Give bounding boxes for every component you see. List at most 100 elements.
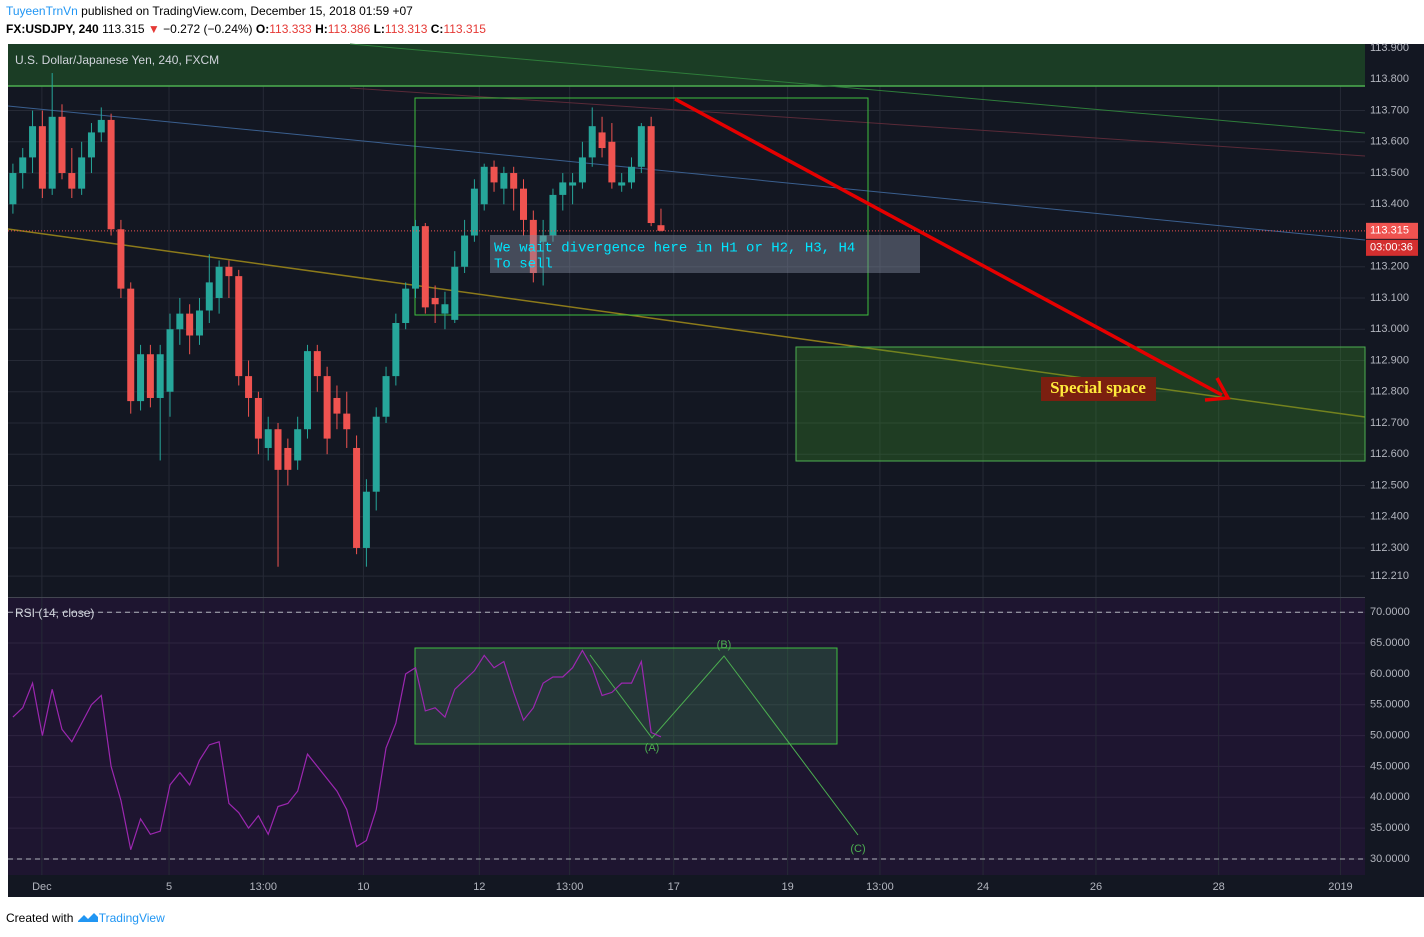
candle-body (382, 376, 390, 417)
candle-body (362, 491, 370, 548)
logo (77, 913, 98, 922)
candle-body (68, 173, 76, 189)
h: 113.386 (327, 22, 371, 36)
rsi-title: RSI (14, close) (15, 606, 94, 620)
note-text: We wait divergence here in H1 or H2, H3,… (494, 241, 855, 257)
y-tick-label: 113.200 (1370, 261, 1409, 273)
candle-body (402, 288, 410, 323)
trendline (349, 43, 1366, 134)
y-tick-label: 35.0000 (1370, 822, 1410, 834)
divergence-box (414, 97, 869, 316)
y-tick-label: 60.0000 (1370, 668, 1410, 680)
y-tick-label: 112.900 (1370, 354, 1409, 366)
change: −0.272 (−0.24%) (163, 22, 253, 36)
y-tick-label: 112.500 (1370, 479, 1409, 491)
x-tick-label: 5 (166, 881, 172, 893)
x-tick-label: 10 (357, 881, 369, 893)
candle-body (461, 235, 469, 267)
candle-body (353, 447, 361, 548)
candle-body (470, 188, 478, 236)
candle-body (166, 329, 174, 392)
y-tick-label: 113.800 (1370, 73, 1409, 85)
y-tick-label: 113.100 (1370, 292, 1409, 304)
candle-body (97, 119, 105, 133)
rsi-line (12, 649, 662, 850)
symbol: FX:USDJPY, 240 (6, 22, 99, 36)
candle-body (264, 429, 272, 448)
y-tick-label: 40.0000 (1370, 791, 1410, 803)
candle-body (303, 351, 311, 430)
y-tick-label: 70.0000 (1370, 606, 1410, 618)
countdown-box (1366, 239, 1418, 256)
x-tick-label: 24 (977, 881, 989, 893)
y-tick-label: 112.400 (1370, 511, 1409, 523)
brand[interactable]: TradingView (98, 911, 165, 925)
arrow-head (1204, 377, 1231, 402)
candle-body (520, 188, 528, 220)
candle-body (254, 397, 262, 439)
candle-body (539, 235, 547, 242)
candle-body (205, 282, 213, 311)
created: Created with (6, 911, 74, 925)
trendline (7, 105, 1366, 241)
y-tick-label: 113.600 (1370, 136, 1409, 148)
x-tick-label: Dec (32, 881, 52, 893)
candle-body (107, 119, 115, 230)
x-tick-label: 13:00 (866, 881, 894, 893)
candle-body (333, 397, 341, 414)
x-tick-label: 28 (1213, 881, 1225, 893)
o-label: O: (255, 22, 270, 36)
x-tick-label: 13:00 (556, 881, 584, 893)
candle-body (117, 229, 125, 289)
candle-body (549, 194, 557, 236)
candle-body (628, 166, 636, 183)
y-tick-label: 112.800 (1370, 386, 1409, 398)
y-tick-label: 112.300 (1370, 542, 1409, 554)
candle-body (529, 219, 537, 274)
special-zone (795, 346, 1366, 462)
candle-body (608, 141, 616, 183)
header-line-1: TuyeenTrnVn published on TradingView.com… (6, 4, 413, 18)
author[interactable]: TuyeenTrnVn (6, 4, 78, 18)
candle-body (431, 298, 439, 305)
candle-body (323, 376, 331, 439)
candle-body (441, 304, 449, 314)
last: 113.315 (102, 22, 145, 36)
candle-body (127, 288, 135, 402)
note-box (490, 235, 920, 273)
arrow: ▼ (147, 22, 160, 36)
top-zone (8, 44, 1365, 86)
published: published on TradingView.com, December 1… (81, 4, 413, 18)
c: 113.315 (443, 22, 486, 36)
arrow-line (674, 97, 1223, 397)
wave-lines (589, 654, 859, 836)
candle-body (176, 313, 184, 330)
x-tick-label: 13:00 (250, 881, 278, 893)
x-tick-label: 12 (473, 881, 485, 893)
candle-body (78, 157, 86, 189)
y-tick-label: 113.900 (1370, 42, 1409, 54)
candle-body (29, 126, 37, 158)
candle-body (510, 173, 518, 189)
candle-body (559, 182, 567, 195)
note-text: To sell (494, 257, 553, 273)
candle-body (235, 276, 243, 377)
candle-body (598, 132, 606, 149)
l-label: L: (373, 22, 385, 36)
candle-body (411, 226, 419, 289)
candle-body (618, 182, 626, 186)
candle-body (294, 429, 302, 461)
price-axis (1365, 44, 1424, 897)
candle-body (225, 266, 233, 277)
wave-label: (B) (717, 639, 732, 651)
footer: Created with TradingView (6, 911, 165, 925)
y-tick-label: 113.500 (1370, 167, 1409, 179)
x-tick-label: 26 (1090, 881, 1102, 893)
candle-body (647, 126, 655, 224)
candle-body (19, 157, 27, 174)
chart: We wait divergence here in H1 or H2, H3,… (7, 42, 1424, 897)
candle-body (657, 225, 665, 231)
y-tick-label: 65.0000 (1370, 637, 1410, 649)
candle-body (637, 126, 645, 167)
